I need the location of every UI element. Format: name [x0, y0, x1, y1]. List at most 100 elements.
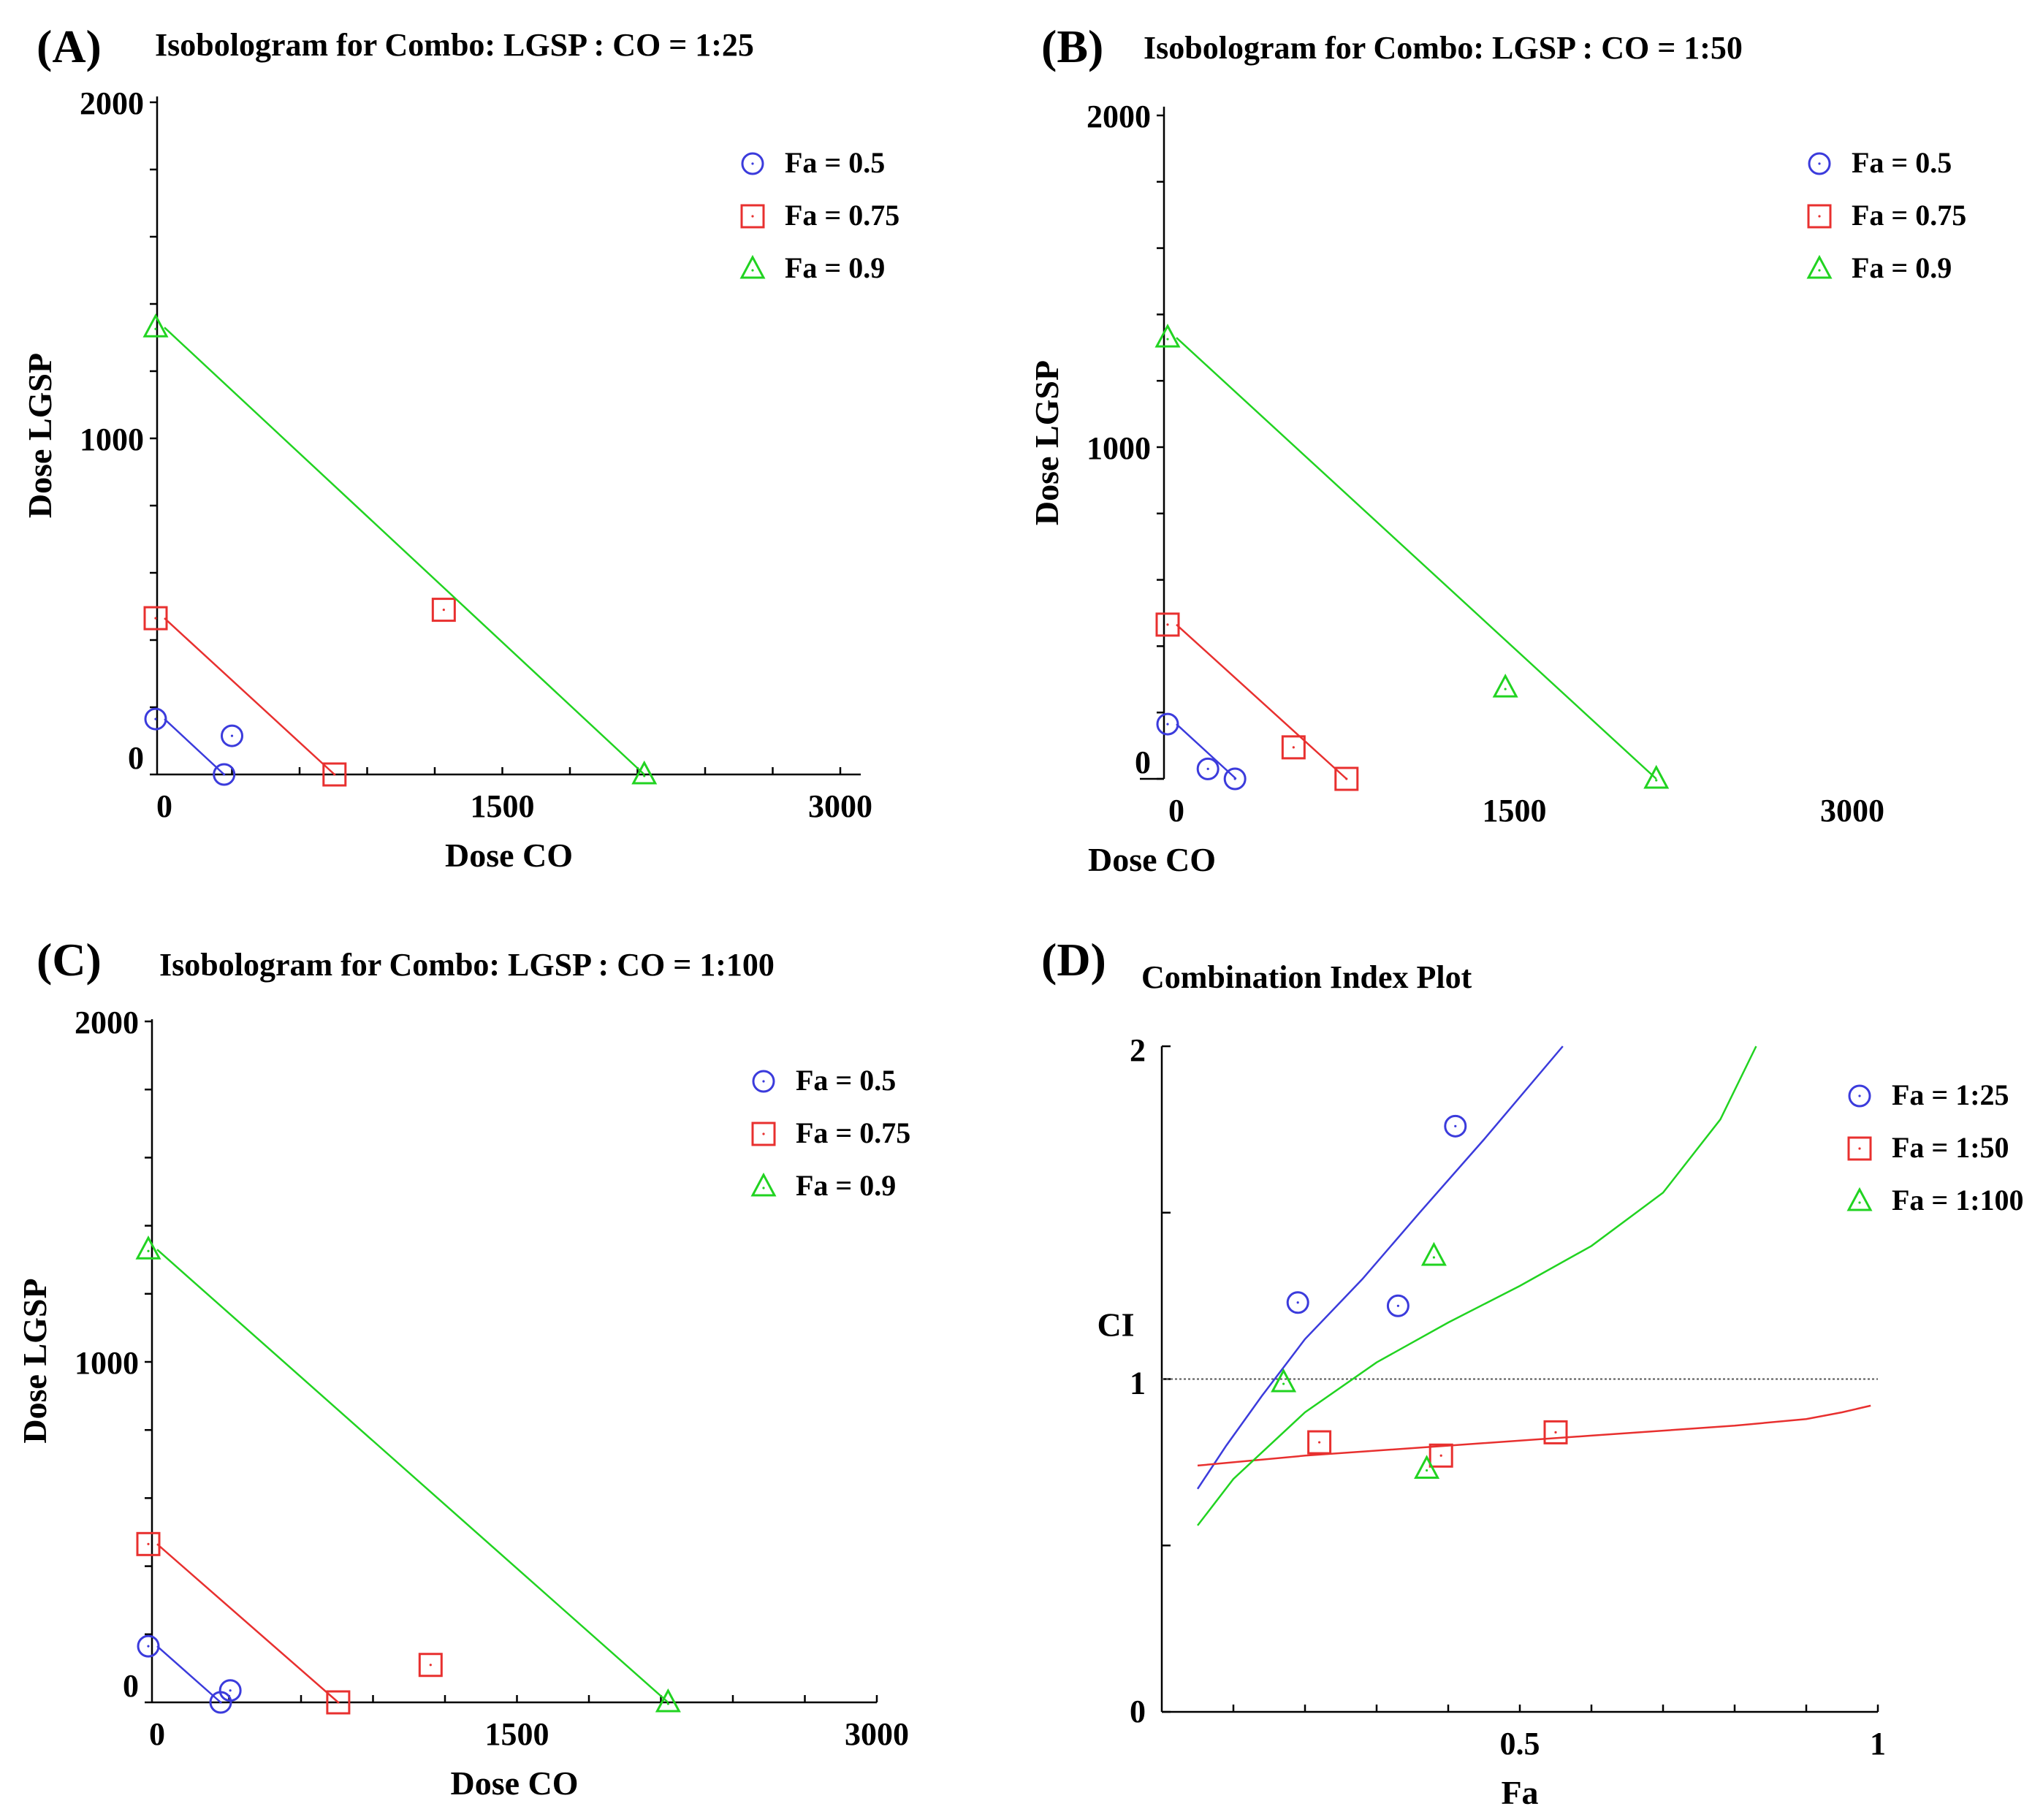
triangle-marker-dot — [1433, 1256, 1435, 1258]
x-tick-label: 1 — [1870, 1726, 1886, 1762]
legend-label: Fa = 1:50 — [1892, 1131, 2009, 1164]
legend-label: Fa = 0.75 — [796, 1116, 910, 1149]
legend-square-icon-dot — [751, 215, 753, 217]
circle-marker-dot — [1207, 768, 1209, 770]
circle-marker-dot — [1397, 1305, 1399, 1307]
panel-title: Combination Index Plot — [1141, 959, 1472, 995]
legend-circle-icon-dot — [751, 162, 753, 164]
x-tick-label: 3000 — [845, 1716, 909, 1752]
x-tick-label: 1500 — [485, 1716, 549, 1752]
triangle-marker-dot — [667, 1702, 669, 1705]
legend-triangle-icon-dot — [751, 269, 753, 271]
legend-label: Fa = 0.9 — [796, 1169, 896, 1202]
x-tick-label: 0 — [149, 1716, 165, 1752]
legend-circle-icon-dot — [1858, 1094, 1860, 1097]
figure-svg: (A) Isobologram for Combo: LGSP : CO = 1:… — [0, 0, 2043, 1816]
y-tick-label: 1 — [1130, 1366, 1146, 1401]
circle-marker-dot — [229, 1689, 232, 1691]
legend-triangle-icon-dot — [1858, 1201, 1860, 1203]
legend-circle-icon-dot — [1818, 162, 1820, 164]
square-marker-dot — [154, 617, 156, 620]
circle-marker-dot — [1297, 1301, 1299, 1303]
y-tick-label: 1000 — [75, 1345, 139, 1381]
triangle-marker-dot — [1282, 1382, 1285, 1385]
legend-triangle-icon-dot — [1818, 269, 1820, 271]
legend-label: Fa = 0.5 — [796, 1064, 896, 1097]
legend-label: Fa = 0.75 — [785, 199, 899, 232]
triangle-marker-dot — [1655, 779, 1657, 781]
square-marker-dot — [333, 773, 335, 775]
square-marker-dot — [1440, 1455, 1442, 1457]
x-tick-label: 1500 — [1483, 793, 1547, 829]
circle-marker-dot — [1166, 723, 1168, 725]
triangle-marker-dot — [1166, 338, 1168, 340]
y-tick-label: 0 — [123, 1668, 139, 1704]
y-tick-label: 2000 — [80, 85, 144, 121]
x-axis-label: Fa — [1501, 1774, 1538, 1811]
panel-title: Isobologram for Combo: LGSP : CO = 1:50 — [1144, 30, 1743, 66]
x-tick-label: 3000 — [808, 788, 872, 824]
legend-label: Fa = 0.5 — [785, 146, 885, 179]
y-tick-label: 2000 — [75, 1005, 139, 1040]
circle-marker-dot — [154, 718, 156, 720]
square-marker-dot — [1166, 623, 1168, 625]
square-marker-dot — [1318, 1441, 1320, 1443]
square-marker-dot — [1293, 746, 1295, 748]
y-axis-label: CI — [1097, 1306, 1134, 1343]
x-axis-label: Dose CO — [445, 837, 573, 874]
y-axis-label: Dose LGSP — [1028, 360, 1065, 525]
x-axis-label: Dose CO — [1088, 841, 1216, 878]
triangle-marker-dot — [1426, 1469, 1428, 1471]
square-marker-dot — [430, 1664, 432, 1666]
panel-letter: (B) — [1041, 20, 1103, 72]
legend-label: Fa = 0.5 — [1852, 146, 1952, 179]
legend-square-icon-dot — [762, 1132, 764, 1135]
x-axis-label: Dose CO — [450, 1764, 578, 1802]
circle-marker-dot — [223, 773, 225, 775]
y-tick-label: 0 — [128, 740, 144, 776]
y-axis-label: Dose LGSP — [16, 1278, 53, 1443]
legend-label: Fa = 0.9 — [1852, 251, 1952, 284]
legend-square-icon-dot — [1858, 1147, 1860, 1149]
panel-letter: (C) — [37, 934, 102, 986]
square-marker-dot — [147, 1543, 149, 1545]
panel-title: Isobologram for Combo: LGSP : CO = 1:25 — [155, 27, 754, 63]
panel-title: Isobologram for Combo: LGSP : CO = 1:100 — [159, 947, 775, 983]
background — [0, 0, 2043, 1816]
square-marker-dot — [1554, 1431, 1556, 1433]
circle-marker-dot — [1234, 777, 1236, 780]
legend-square-icon-dot — [1818, 215, 1820, 217]
x-tick-label: 3000 — [1820, 793, 1884, 829]
y-axis-label: Dose LGSP — [21, 353, 58, 518]
figure: (A) Isobologram for Combo: LGSP : CO = 1:… — [0, 0, 2043, 1816]
y-tick-label: 2 — [1130, 1032, 1146, 1068]
x-tick-label: 0 — [156, 788, 172, 824]
square-marker-dot — [1345, 777, 1347, 780]
legend-label: Fa = 1:25 — [1892, 1078, 2009, 1111]
x-tick-label: 0 — [1168, 793, 1184, 829]
y-tick-label: 2000 — [1087, 99, 1151, 134]
y-tick-label: 1000 — [80, 422, 144, 457]
y-tick-label: 0 — [1135, 745, 1151, 780]
panel-letter: (A) — [37, 20, 102, 72]
circle-marker-dot — [231, 735, 233, 737]
legend-label: Fa = 1:100 — [1892, 1184, 2024, 1216]
square-marker-dot — [337, 1701, 339, 1703]
square-marker-dot — [443, 609, 445, 611]
panel-letter: (D) — [1041, 934, 1106, 986]
triangle-marker-dot — [147, 1250, 149, 1252]
triangle-marker-dot — [1504, 688, 1507, 690]
legend-triangle-icon-dot — [762, 1187, 764, 1189]
legend-label: Fa = 0.75 — [1852, 199, 1966, 232]
circle-marker-dot — [1454, 1125, 1456, 1127]
y-tick-label: 1000 — [1087, 430, 1151, 466]
y-tick-label: 0 — [1130, 1694, 1146, 1729]
legend-label: Fa = 0.9 — [785, 251, 885, 284]
triangle-marker-dot — [643, 774, 645, 777]
x-tick-label: 0.5 — [1500, 1726, 1540, 1762]
x-tick-label: 1500 — [471, 788, 535, 824]
circle-marker-dot — [219, 1701, 221, 1703]
triangle-marker-dot — [154, 328, 156, 330]
legend-circle-icon-dot — [762, 1080, 764, 1082]
circle-marker-dot — [147, 1645, 149, 1648]
